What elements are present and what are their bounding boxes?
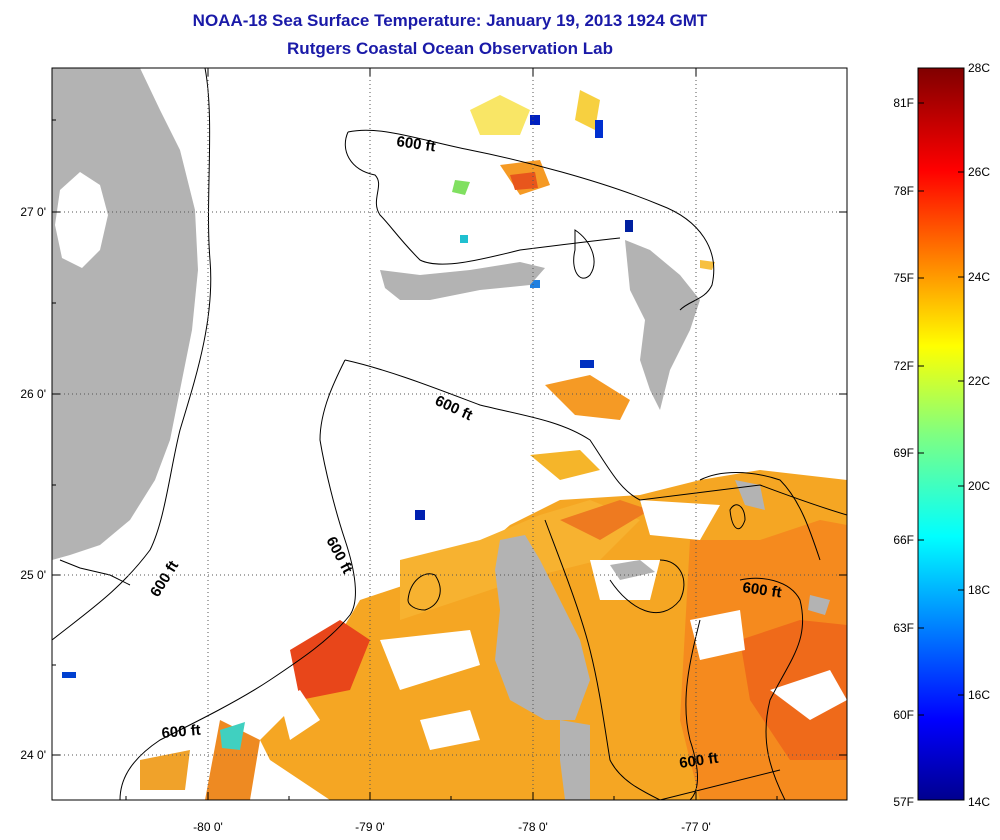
colorbar-c-label: 28C — [968, 61, 991, 75]
grand-bahama-land — [380, 262, 545, 300]
graticule — [52, 68, 847, 800]
lon-label: -80 0' — [193, 820, 223, 834]
abaco-land — [625, 240, 700, 410]
colorbar-f-label: 60F — [893, 708, 914, 722]
colorbar-f-label: 63F — [893, 621, 914, 635]
colorbar-c-label: 20C — [968, 479, 991, 493]
colorbar — [917, 67, 965, 801]
colorbar-ticks — [918, 102, 964, 716]
contour-label: 600 ft — [161, 722, 202, 742]
cold-speckles — [62, 115, 633, 678]
map-frame — [51, 67, 848, 801]
map-subtitle: Rutgers Coastal Ocean Observation Lab — [287, 39, 613, 58]
andros-land — [495, 535, 590, 720]
lon-label: -78 0' — [518, 820, 548, 834]
colorbar-f-label: 75F — [893, 271, 914, 285]
colorbar-f-label: 78F — [893, 184, 914, 198]
colorbar-c-label: 24C — [968, 270, 991, 284]
colorbar-f-label: 72F — [893, 359, 914, 373]
colorbar-c-label: 14C — [968, 795, 991, 809]
lat-label: 25 0' — [20, 568, 46, 582]
lon-label: -77 0' — [681, 820, 711, 834]
colorbar-f-label: 57F — [893, 795, 914, 809]
colorbar-f-label: 66F — [893, 533, 914, 547]
contour-label: 600 ft — [741, 579, 782, 601]
bathymetry-contours — [52, 68, 847, 800]
colorbar-c-label: 22C — [968, 374, 991, 388]
lake-okeechobee — [55, 172, 108, 268]
map-title: NOAA-18 Sea Surface Temperature: January… — [192, 11, 708, 30]
colorbar-f-label: 81F — [893, 96, 914, 110]
lat-label: 27 0' — [20, 205, 46, 219]
contour-label: 600 ft — [395, 133, 436, 155]
cloud-mask — [280, 500, 847, 750]
lat-label: 26 0' — [20, 387, 46, 401]
colorbar-c-label: 16C — [968, 688, 991, 702]
lat-label: 24 0' — [20, 748, 46, 762]
colorbar-c-label: 26C — [968, 165, 991, 179]
axis-ticks — [52, 68, 847, 800]
colorbar-c-label: 18C — [968, 583, 991, 597]
colorbar-f-label: 69F — [893, 446, 914, 460]
lon-label: -79 0' — [355, 820, 385, 834]
